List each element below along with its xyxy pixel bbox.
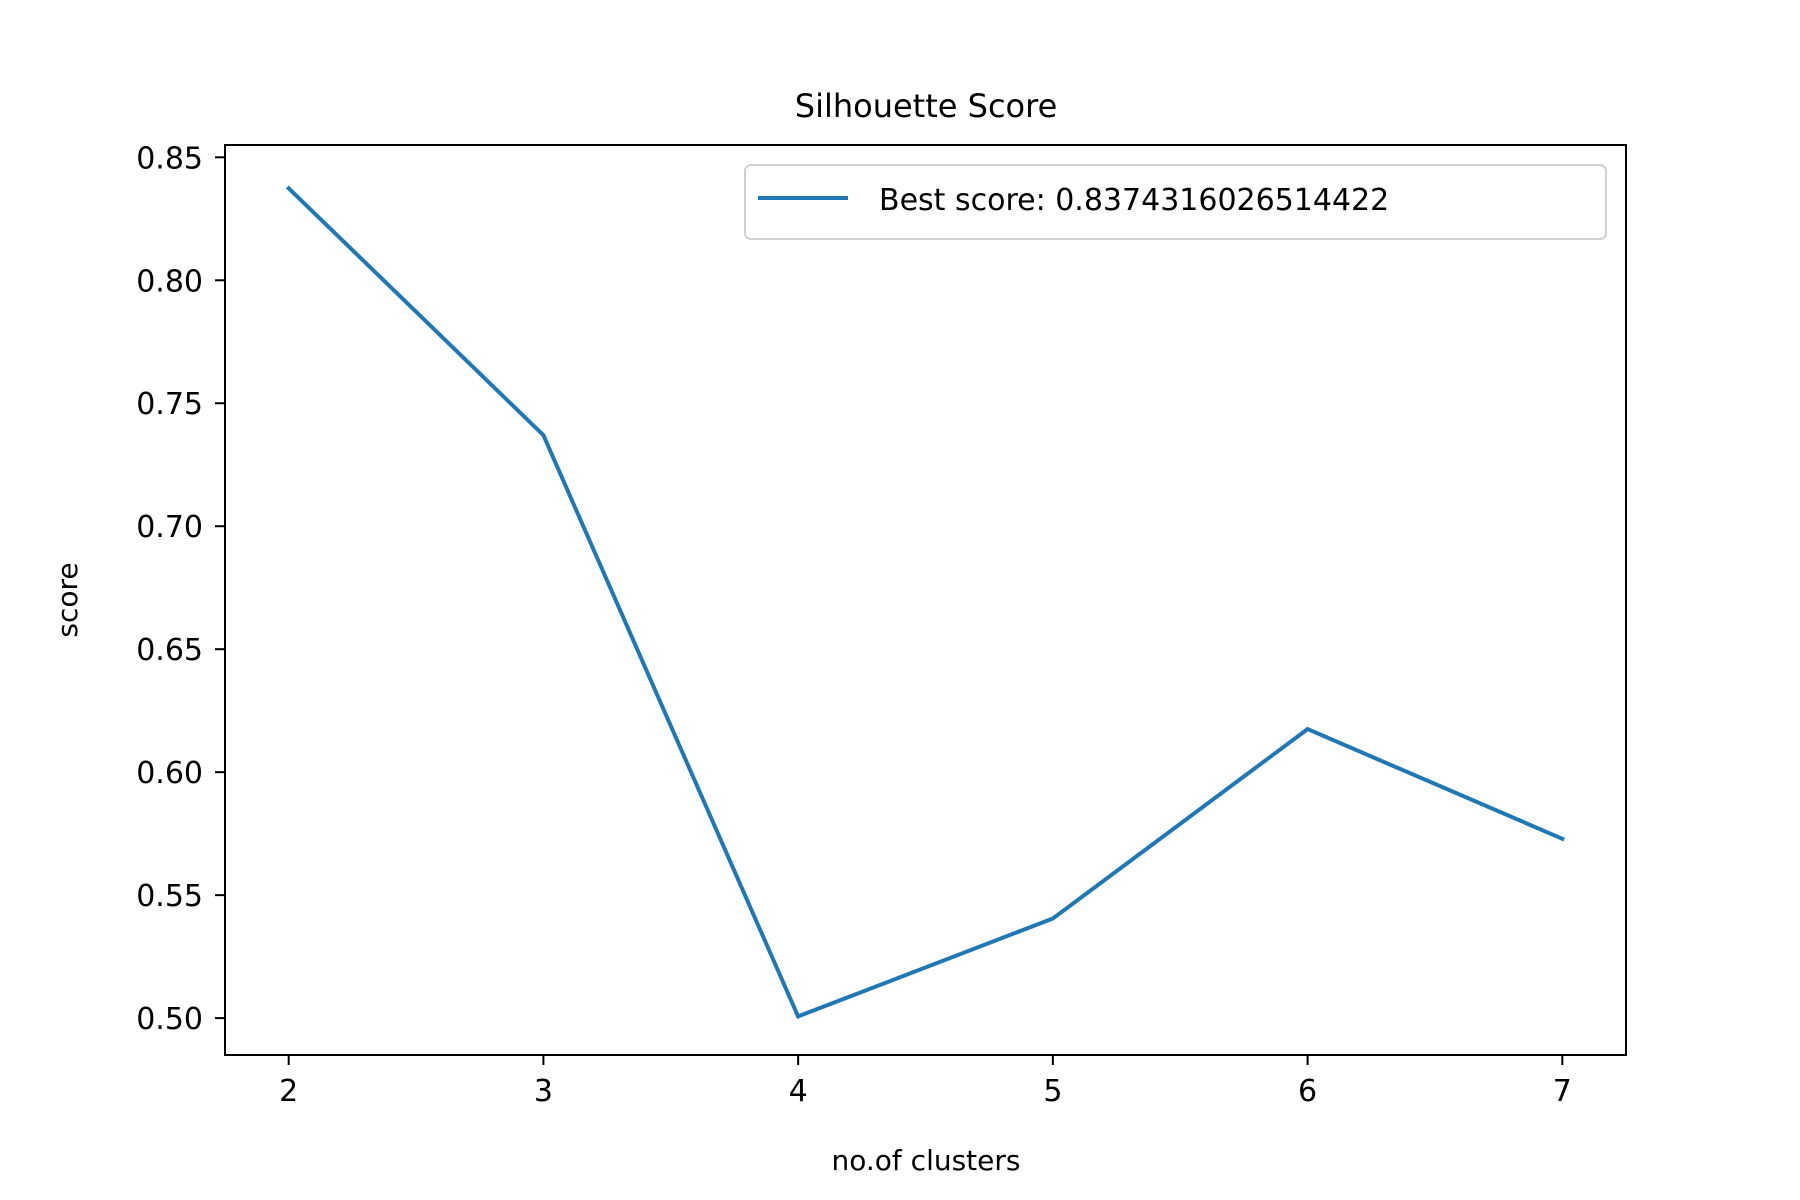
series-line xyxy=(285,185,1565,1019)
y-tick-label: 0.75 xyxy=(136,387,203,422)
y-tick-label: 0.70 xyxy=(136,510,203,545)
axes-border xyxy=(224,144,1627,1056)
legend-box xyxy=(744,164,1607,240)
y-axis-ticks: 0.50 0.55 0.60 0.65 0.70 0.75 0.80 0.85 xyxy=(136,141,225,1037)
x-tick-label: 7 xyxy=(1553,1074,1572,1109)
y-tick-label: 0.80 xyxy=(136,264,203,299)
y-tick-label: 0.65 xyxy=(136,633,203,668)
x-tick-label: 2 xyxy=(279,1074,298,1109)
x-tick-label: 3 xyxy=(534,1074,553,1109)
series-layer xyxy=(285,185,1565,1019)
x-tick-label: 5 xyxy=(1043,1074,1062,1109)
x-tick-label: 6 xyxy=(1298,1074,1317,1109)
y-tick-label: 0.85 xyxy=(136,141,203,176)
y-tick-label: 0.60 xyxy=(136,756,203,791)
legend-label: Best score: 0.8374316026514422 xyxy=(879,183,1389,218)
axes-frame xyxy=(225,145,1626,1055)
legend: Best score: 0.8374316026514422 xyxy=(744,164,1607,240)
y-tick-label: 0.50 xyxy=(136,1002,203,1037)
x-axis-ticks: 2 3 4 5 6 7 xyxy=(279,1055,1572,1109)
x-axis-label: no.of clusters xyxy=(832,1144,1021,1177)
y-tick-label: 0.55 xyxy=(136,879,203,914)
plot-area xyxy=(225,145,1626,1055)
chart-title: Silhouette Score xyxy=(795,87,1058,125)
x-tick-label: 4 xyxy=(789,1074,808,1109)
y-axis-label: score xyxy=(51,562,84,637)
